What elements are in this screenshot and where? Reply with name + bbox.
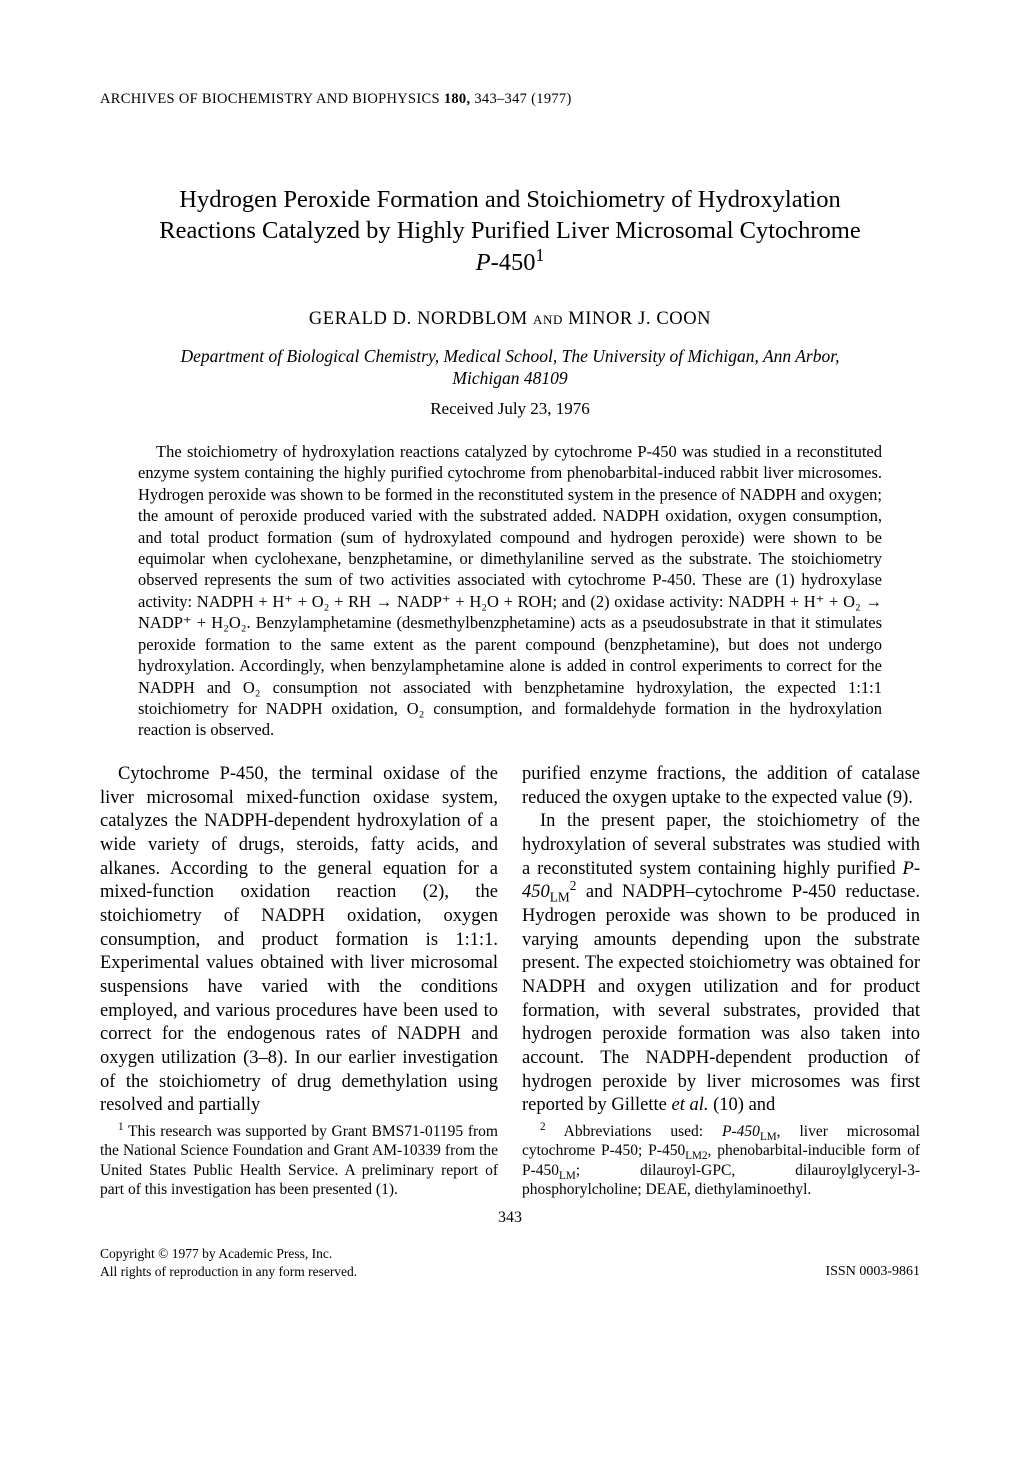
copyright-line1: Copyright © 1977 by Academic Press, Inc. (100, 1246, 332, 1261)
copyright-line2: All rights of reproduction in any form r… (100, 1264, 357, 1279)
footnote-2-a: Abbreviations used: (546, 1123, 722, 1140)
body-paragraph-3: In the present paper, the stoichiometry … (522, 810, 920, 1118)
body-text: Cytochrome P-450, the terminal oxidase o… (100, 763, 920, 1200)
footnote-2: 2 Abbreviations used: P-450LM, liver mic… (522, 1122, 920, 1200)
etal: et al. (672, 1095, 709, 1115)
body-p3-a: In the present paper, the stoichiometry … (522, 811, 920, 878)
footnote-2-d: ; dilauroyl-GPC, dilauroylglyceryl-3-pho… (522, 1162, 920, 1198)
footnote-1: 1 This research was supported by Grant B… (100, 1122, 498, 1200)
title-line3: -450 (491, 249, 536, 276)
pages: 343–347 (474, 91, 527, 107)
fn2-lm2: LM2 (685, 1150, 707, 1162)
footer-row: Copyright © 1977 by Academic Press, Inc.… (100, 1231, 920, 1281)
abstract: The stoichiometry of hydroxylation react… (100, 441, 920, 741)
issn: ISSN 0003-9861 (825, 1263, 920, 1282)
journal-name: ARCHIVES OF BIOCHEMISTRY AND BIOPHYSICS (100, 91, 440, 107)
body-p3-c: (10) and (709, 1095, 776, 1115)
received-date: Received July 23, 1976 (100, 398, 920, 421)
title-pchar: P (476, 249, 491, 276)
title-footnote-ref: 1 (536, 245, 545, 265)
footnote-1-text: This research was supported by Grant BMS… (100, 1123, 498, 1198)
title-line2: Reactions Catalyzed by Highly Purified L… (159, 217, 861, 244)
author-2: MINOR J. COON (563, 309, 711, 329)
affiliation-line1: Department of Biological Chemistry, Medi… (181, 346, 840, 366)
page-number: 343 (100, 1207, 920, 1229)
body-paragraph-2: purified enzyme fractions, the addition … (522, 763, 920, 810)
fn2-lm3: LM (559, 1170, 576, 1182)
volume: 180, (444, 91, 471, 107)
authors: GERALD D. NORDBLOM and MINOR J. COON (100, 307, 920, 332)
affiliation: Department of Biological Chemistry, Medi… (100, 346, 920, 390)
affiliation-line2: Michigan 48109 (452, 368, 567, 388)
author-1: GERALD D. NORDBLOM (309, 309, 533, 329)
body-paragraph-1: Cytochrome P-450, the terminal oxidase o… (100, 763, 498, 1118)
lm-sub: LM (550, 890, 570, 905)
abstract-text: The stoichiometry of hydroxylation react… (138, 441, 882, 741)
article-title: Hydrogen Peroxide Formation and Stoichio… (100, 184, 920, 280)
copyright: Copyright © 1977 by Academic Press, Inc.… (100, 1245, 357, 1281)
and-word: and (533, 309, 563, 329)
body-p3-b: and NADPH–cytochrome P-450 reductase. Hy… (522, 882, 920, 1115)
fn2-p450: P-450 (722, 1123, 760, 1140)
title-line1: Hydrogen Peroxide Formation and Stoichio… (179, 186, 840, 213)
running-header: ARCHIVES OF BIOCHEMISTRY AND BIOPHYSICS … (100, 90, 920, 110)
year: (1977) (531, 91, 571, 107)
